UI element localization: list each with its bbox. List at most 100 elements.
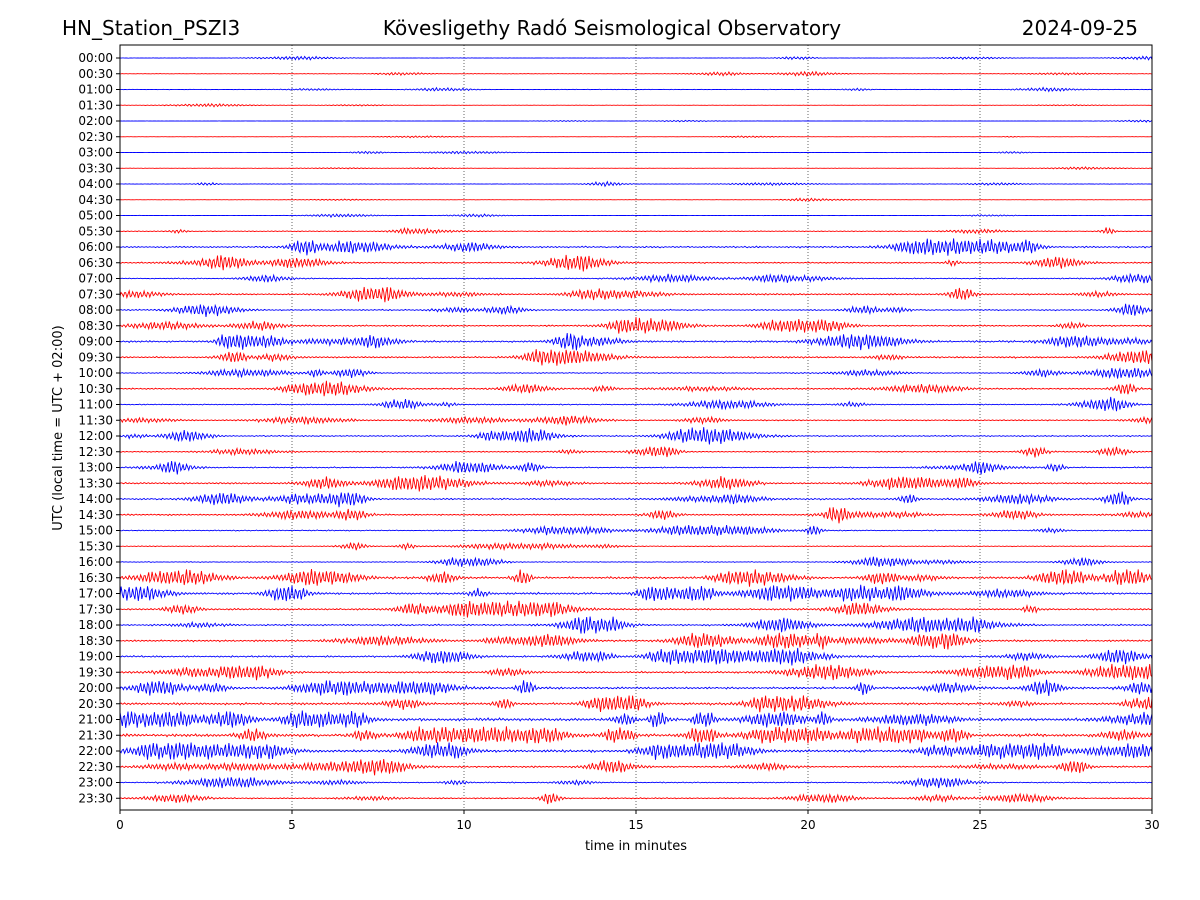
y-tick-label-19:30: 19:30 xyxy=(78,665,113,679)
y-tick-label-03:30: 03:30 xyxy=(78,161,113,175)
y-tick-label-23:00: 23:00 xyxy=(78,776,113,790)
trace-09:30 xyxy=(119,349,1153,366)
trace-07:00 xyxy=(119,272,1153,284)
trace-07:30 xyxy=(119,286,1153,303)
date-label: 2024-09-25 xyxy=(1022,16,1138,40)
trace-20:00 xyxy=(119,679,1153,696)
x-tick-label-30: 30 xyxy=(1144,818,1159,832)
y-tick-label-17:00: 17:00 xyxy=(78,587,113,601)
y-tick-label-20:30: 20:30 xyxy=(78,697,113,711)
trace-06:30 xyxy=(119,254,1153,272)
y-tick-label-11:30: 11:30 xyxy=(78,413,113,427)
trace-08:00 xyxy=(119,303,1153,317)
trace-21:00 xyxy=(119,710,1153,729)
y-tick-label-13:00: 13:00 xyxy=(78,461,113,475)
y-tick-label-08:00: 08:00 xyxy=(78,303,113,317)
trace-06:00 xyxy=(119,238,1153,256)
y-tick-label-08:30: 08:30 xyxy=(78,319,113,333)
station-label: HN_Station_PSZI3 xyxy=(62,16,240,40)
y-tick-label-21:30: 21:30 xyxy=(78,728,113,742)
x-axis-ticks: 0 5 10 15 20 25 30 xyxy=(116,810,1160,832)
trace-02:00 xyxy=(119,119,1153,123)
trace-23:30 xyxy=(119,792,1153,805)
y-tick-label-11:00: 11:00 xyxy=(78,398,113,412)
y-tick-label-12:30: 12:30 xyxy=(78,445,113,459)
trace-20:30 xyxy=(119,695,1153,713)
chart-title: Kövesligethy Radó Seismological Observat… xyxy=(383,16,841,40)
trace-13:30 xyxy=(119,475,1153,492)
y-axis-label: UTC (local time = UTC + 02:00) xyxy=(51,325,66,530)
y-tick-label-22:30: 22:30 xyxy=(78,760,113,774)
trace-09:00 xyxy=(119,332,1153,351)
trace-05:30 xyxy=(119,226,1152,235)
trace-14:30 xyxy=(119,507,1153,524)
y-tick-label-10:00: 10:00 xyxy=(78,366,113,380)
y-tick-label-04:30: 04:30 xyxy=(78,193,113,207)
seismic-traces xyxy=(119,55,1153,805)
trace-00:30 xyxy=(119,70,1153,77)
vertical-gridlines xyxy=(291,45,981,810)
y-tick-label-01:00: 01:00 xyxy=(78,83,113,97)
y-tick-label-18:30: 18:30 xyxy=(78,634,113,648)
y-tick-label-04:00: 04:00 xyxy=(78,177,113,191)
trace-16:00 xyxy=(120,556,1153,567)
y-tick-label-03:00: 03:00 xyxy=(78,146,113,160)
y-tick-label-20:00: 20:00 xyxy=(78,681,113,695)
trace-13:00 xyxy=(119,461,1153,475)
trace-16:30 xyxy=(119,569,1153,587)
trace-01:00 xyxy=(119,86,1153,93)
trace-03:00 xyxy=(119,150,1153,155)
x-tick-label-0: 0 xyxy=(116,818,124,832)
y-tick-label-07:30: 07:30 xyxy=(78,287,113,301)
trace-22:30 xyxy=(120,759,1153,776)
trace-14:00 xyxy=(119,491,1153,508)
trace-05:00 xyxy=(120,213,1153,219)
y-tick-label-05:30: 05:30 xyxy=(78,224,113,238)
y-tick-label-00:30: 00:30 xyxy=(78,67,113,81)
y-tick-label-15:00: 15:00 xyxy=(78,524,113,538)
y-tick-label-01:30: 01:30 xyxy=(78,98,113,112)
x-tick-label-5: 5 xyxy=(288,818,296,832)
y-tick-label-05:00: 05:00 xyxy=(78,209,113,223)
y-tick-label-12:00: 12:00 xyxy=(78,429,113,443)
trace-22:00 xyxy=(119,742,1153,760)
trace-15:30 xyxy=(119,541,1153,552)
x-tick-label-10: 10 xyxy=(456,818,471,832)
trace-18:00 xyxy=(119,616,1153,634)
trace-15:00 xyxy=(119,524,1153,536)
trace-19:30 xyxy=(119,663,1153,681)
trace-23:00 xyxy=(119,776,1153,789)
y-tick-label-16:30: 16:30 xyxy=(78,571,113,585)
trace-10:30 xyxy=(119,380,1153,397)
plot-frame xyxy=(119,44,1153,811)
y-tick-label-07:00: 07:00 xyxy=(78,272,113,286)
y-tick-label-16:00: 16:00 xyxy=(78,555,113,569)
trace-00:00 xyxy=(119,55,1153,61)
y-tick-label-15:30: 15:30 xyxy=(78,539,113,553)
trace-03:30 xyxy=(120,166,1153,171)
y-tick-label-23:30: 23:30 xyxy=(78,791,113,805)
x-tick-label-15: 15 xyxy=(628,818,643,832)
trace-11:00 xyxy=(119,396,1153,412)
x-axis-label: time in minutes xyxy=(585,839,687,854)
trace-21:30 xyxy=(119,726,1153,744)
trace-02:30 xyxy=(119,135,1152,139)
x-tick-label-25: 25 xyxy=(972,818,987,832)
trace-04:00 xyxy=(119,180,1152,188)
y-tick-label-14:30: 14:30 xyxy=(78,508,113,522)
y-tick-label-22:00: 22:00 xyxy=(78,744,113,758)
y-tick-label-17:30: 17:30 xyxy=(78,602,113,616)
y-tick-label-00:00: 00:00 xyxy=(78,51,113,65)
x-tick-label-20: 20 xyxy=(800,818,815,832)
trace-01:30 xyxy=(119,102,1153,108)
trace-04:30 xyxy=(119,197,1153,202)
trace-08:30 xyxy=(119,317,1153,334)
y-tick-label-19:00: 19:00 xyxy=(78,650,113,664)
trace-10:00 xyxy=(119,367,1153,380)
y-tick-label-18:00: 18:00 xyxy=(78,618,113,632)
trace-11:30 xyxy=(119,414,1153,426)
trace-12:30 xyxy=(119,446,1153,458)
trace-17:30 xyxy=(120,600,1153,618)
y-tick-label-10:30: 10:30 xyxy=(78,382,113,396)
